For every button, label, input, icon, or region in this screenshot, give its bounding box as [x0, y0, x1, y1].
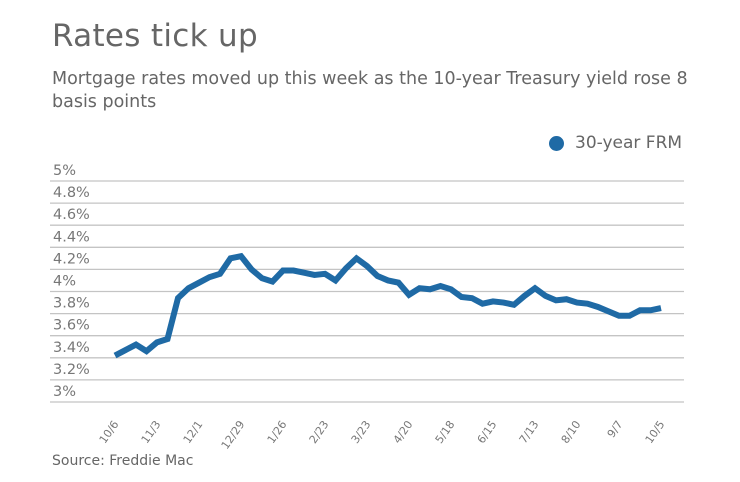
x-tick-label: 11/3	[139, 418, 164, 446]
y-tick-label: 3.6%	[53, 318, 90, 334]
y-tick-label: 4.8%	[53, 185, 90, 201]
x-tick-label: 6/15	[475, 418, 500, 446]
x-tick-label: 5/18	[433, 418, 458, 446]
y-tick-label: 4.6%	[53, 207, 90, 223]
x-tick-label: 12/29	[219, 418, 248, 451]
source-note: Source: Freddie Mac	[52, 453, 194, 469]
y-tick-label: 3.2%	[53, 362, 90, 378]
y-tick-label: 4.2%	[53, 251, 90, 267]
y-tick-label: 4.4%	[53, 229, 90, 245]
x-tick-label: 1/26	[265, 418, 290, 446]
x-tick-label: 8/10	[559, 418, 584, 446]
legend-marker-icon	[549, 135, 564, 151]
y-tick-label: 5%	[53, 163, 76, 179]
x-tick-label: 2/23	[307, 418, 332, 446]
y-tick-label: 3%	[53, 384, 76, 400]
x-tick-label: 10/5	[643, 418, 668, 446]
x-tick-label: 9/7	[605, 418, 626, 440]
y-tick-label: 4%	[53, 274, 76, 290]
x-tick-label: 12/1	[181, 418, 206, 446]
series-line-30-year-frm	[113, 252, 662, 359]
x-tick-label: 10/6	[97, 418, 122, 446]
x-tick-label: 4/20	[391, 418, 416, 446]
legend-label: 30-year FRM	[575, 133, 683, 153]
chart-subtitle: Mortgage rates moved up this week as the…	[52, 69, 688, 112]
chart-title: Rates tick up	[52, 18, 258, 54]
legend: 30-year FRM	[549, 133, 682, 153]
x-tick-label: 7/13	[517, 418, 542, 446]
y-tick-label: 3.8%	[53, 296, 90, 312]
y-tick-label: 3.4%	[53, 340, 90, 356]
x-tick-label: 3/23	[349, 418, 374, 446]
